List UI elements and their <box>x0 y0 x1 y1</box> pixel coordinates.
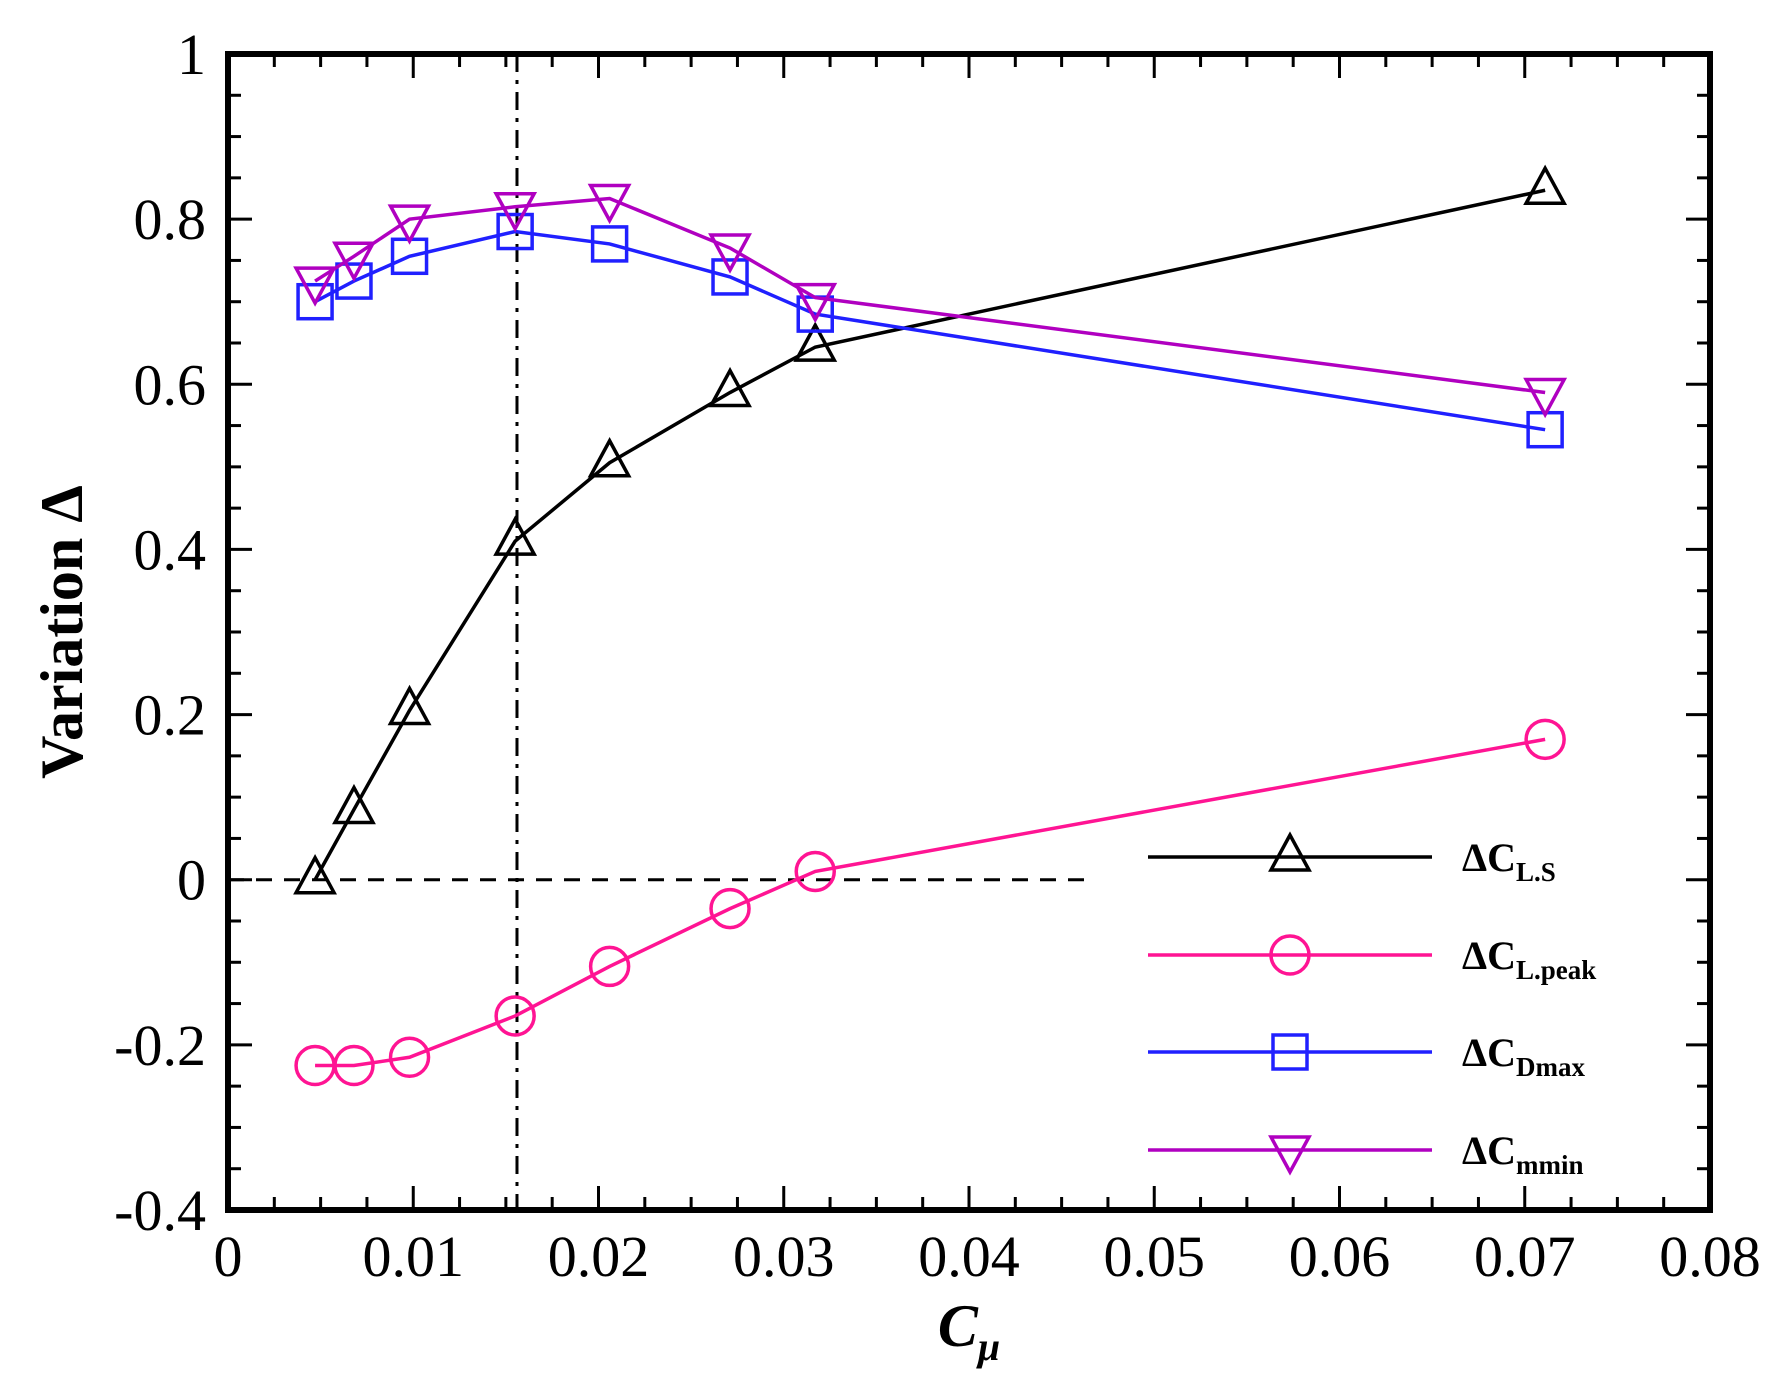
x-axis-title: Cμ <box>938 1293 1000 1369</box>
data-point-dmax <box>496 212 534 251</box>
reference-lines-layer <box>228 54 1095 1210</box>
data-point-l-s <box>332 783 376 825</box>
x-tick-label: 0.04 <box>918 1224 1020 1289</box>
data-point-l-s <box>708 366 752 408</box>
legend-marker-mmin <box>1268 1135 1312 1176</box>
x-tick-label: 0 <box>214 1224 243 1289</box>
data-point-l-s <box>293 854 338 895</box>
data-point-dmax <box>335 262 373 300</box>
series-line-l-peak <box>315 737 1546 1068</box>
data-point-l-peak <box>709 887 751 930</box>
ticks-layer <box>226 52 1712 1212</box>
data-point-l-s <box>793 321 838 362</box>
data-point-mmin <box>1523 377 1568 419</box>
y-tick-label: 0 <box>177 848 206 913</box>
data-point-mmin <box>387 204 432 245</box>
legend-label-l-peak: ΔCL.peak <box>1462 933 1596 985</box>
y-tick-label: 0.8 <box>134 187 207 252</box>
y-axis-title: Variation Δ <box>29 485 95 779</box>
legend-label-l-s: ΔCL.S <box>1462 835 1556 887</box>
data-point-l-peak <box>588 945 631 988</box>
data-point-l-s <box>1523 164 1568 205</box>
series-line-l-s <box>313 188 1546 881</box>
y-tick-label: 0.4 <box>134 517 207 582</box>
y-tick-label: 0.6 <box>134 352 207 417</box>
legend-label-mmin: ΔCmmin <box>1462 1128 1583 1180</box>
y-tick-label: -0.4 <box>114 1178 206 1243</box>
data-point-mmin <box>493 192 538 233</box>
legend-label-dmax: ΔCDmax <box>1462 1030 1585 1082</box>
x-tick-label: 0.01 <box>363 1224 465 1289</box>
data-point-mmin <box>793 282 838 324</box>
x-tick-label: 0.08 <box>1659 1224 1761 1289</box>
data-point-l-peak <box>333 1044 375 1087</box>
data-point-l-peak <box>794 850 836 893</box>
data-point-l-s <box>493 515 538 556</box>
series-layer <box>293 164 1568 1087</box>
y-tick-label: 1 <box>177 22 206 87</box>
series-line-dmax <box>314 229 1546 432</box>
data-point-mmin <box>587 183 632 225</box>
y-tick-label: -0.2 <box>114 1013 206 1078</box>
legend: ΔCL.S ΔCL.peak ΔCDmax ΔCmmin <box>1148 831 1596 1180</box>
data-point-l-s <box>387 684 432 726</box>
data-point-mmin <box>293 266 338 307</box>
data-point-dmax <box>711 258 749 296</box>
x-tick-label: 0.07 <box>1474 1224 1576 1289</box>
data-point-dmax <box>590 225 629 263</box>
data-point-mmin <box>332 241 376 282</box>
legend-marker-l-s <box>1268 831 1312 872</box>
x-tick-label: 0.06 <box>1289 1224 1391 1289</box>
data-point-l-peak <box>388 1036 431 1078</box>
data-point-dmax <box>296 282 334 321</box>
legend-marker-l-peak <box>1269 934 1311 976</box>
legend-marker-dmax <box>1271 1033 1309 1071</box>
x-tick-label: 0.02 <box>548 1224 650 1289</box>
x-tick-label: 0.05 <box>1104 1224 1206 1289</box>
data-point-l-peak <box>494 995 536 1037</box>
series-line-mmin <box>314 196 1546 395</box>
data-point-l-s <box>587 437 632 478</box>
tick-labels-layer: 0 0.01 0.02 0.03 0.04 0.05 0.06 0.07 0.08 -0.4 -0.… <box>114 22 1761 1289</box>
data-point-mmin <box>708 233 752 274</box>
x-tick-label: 0.03 <box>733 1224 835 1289</box>
y-tick-label: 0.2 <box>134 683 207 748</box>
data-point-l-peak <box>1524 718 1566 761</box>
